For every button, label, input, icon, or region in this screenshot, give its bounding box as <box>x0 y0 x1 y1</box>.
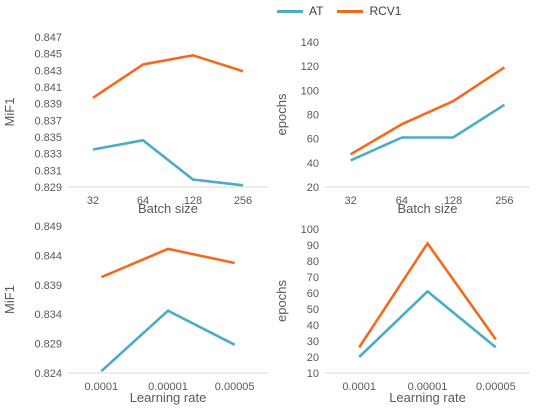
y-axis-title: MiF1 <box>2 285 17 314</box>
x-tick-label: 32 <box>345 195 357 207</box>
y-axis-title: epochs <box>274 280 289 322</box>
legend-item-rcv1: RCV1 <box>337 4 401 18</box>
y-tick-label: 0.841 <box>34 82 62 94</box>
y-tick-label: 80 <box>307 256 319 268</box>
y-tick-label: 0.839 <box>34 99 62 111</box>
legend-swatch-rcv1 <box>337 9 364 13</box>
y-tick-label: 0.831 <box>34 165 62 177</box>
series-line-rcv1 <box>349 66 506 156</box>
x-axis-title: Learning rate <box>130 390 207 405</box>
x-axis-title: Batch size <box>398 201 458 216</box>
y-tick-label: 70 <box>307 272 319 284</box>
series-line-rcv1 <box>100 247 235 279</box>
y-tick-label: 60 <box>307 288 319 300</box>
x-tick-label: 0.00005 <box>215 381 255 393</box>
y-tick-label: 100 <box>301 224 319 236</box>
y-tick-label: 20 <box>307 352 319 364</box>
legend-item-at: AT <box>277 4 323 18</box>
series-line-rcv1 <box>92 53 244 99</box>
x-tick-label: 0.00001 <box>408 381 448 393</box>
x-tick-label: 0.0001 <box>85 381 119 393</box>
y-tick-label: 30 <box>307 336 319 348</box>
x-tick-label: 256 <box>234 195 252 207</box>
y-tick-label: 80 <box>307 110 319 122</box>
y-tick-label: 0.829 <box>34 339 62 351</box>
y-tick-label: 0.849 <box>34 221 62 233</box>
y-axis-title: MiF1 <box>2 98 17 127</box>
x-tick-label: 64 <box>137 195 149 207</box>
x-tick-label: 0.0001 <box>342 381 376 393</box>
series-line-at <box>100 309 236 373</box>
y-tick-label: 0.834 <box>34 309 62 321</box>
series-line-rcv1 <box>358 241 497 349</box>
y-tick-label: 0.833 <box>34 149 62 161</box>
y-tick-label: 0.837 <box>34 115 62 127</box>
legend-swatch-at <box>277 9 303 13</box>
series-line-at <box>350 103 506 162</box>
series-line-at <box>358 289 497 358</box>
y-tick-label: 0.835 <box>34 132 62 144</box>
y-tick-label: 100 <box>301 85 319 97</box>
y-tick-label: 40 <box>307 158 319 170</box>
y-tick-label: 140 <box>301 37 319 49</box>
x-tick-label: 128 <box>184 195 202 207</box>
y-tick-label: 60 <box>307 134 319 146</box>
y-tick-label: 20 <box>307 182 319 194</box>
y-tick-label: 0.844 <box>34 250 62 262</box>
x-tick-label: 128 <box>444 195 462 207</box>
legend-label-rcv1: RCV1 <box>369 4 402 18</box>
y-tick-label: 120 <box>301 61 319 73</box>
x-axis-title: Batch size <box>138 201 198 216</box>
y-tick-label: 90 <box>307 240 319 252</box>
x-tick-label: 256 <box>495 195 513 207</box>
y-tick-label: 0.845 <box>34 49 62 61</box>
x-tick-label: 0.00005 <box>476 381 516 393</box>
y-tick-label: 40 <box>307 320 319 332</box>
legend-label-at: AT <box>309 4 324 18</box>
x-tick-label: 0.00001 <box>148 381 188 393</box>
y-tick-label: 0.824 <box>34 368 62 380</box>
y-tick-label: 0.829 <box>34 182 62 194</box>
series-line-at <box>92 138 244 187</box>
y-tick-label: 0.847 <box>34 32 62 44</box>
x-axis-title: Learning rate <box>389 390 466 405</box>
y-axis-title: epochs <box>274 93 289 135</box>
y-tick-label: 0.839 <box>34 280 62 292</box>
x-tick-label: 64 <box>396 195 408 207</box>
x-tick-label: 32 <box>87 195 99 207</box>
y-tick-label: 10 <box>307 368 319 380</box>
y-tick-label: 0.843 <box>34 65 62 77</box>
legend: AT RCV1 <box>277 4 415 18</box>
y-tick-label: 50 <box>307 304 319 316</box>
